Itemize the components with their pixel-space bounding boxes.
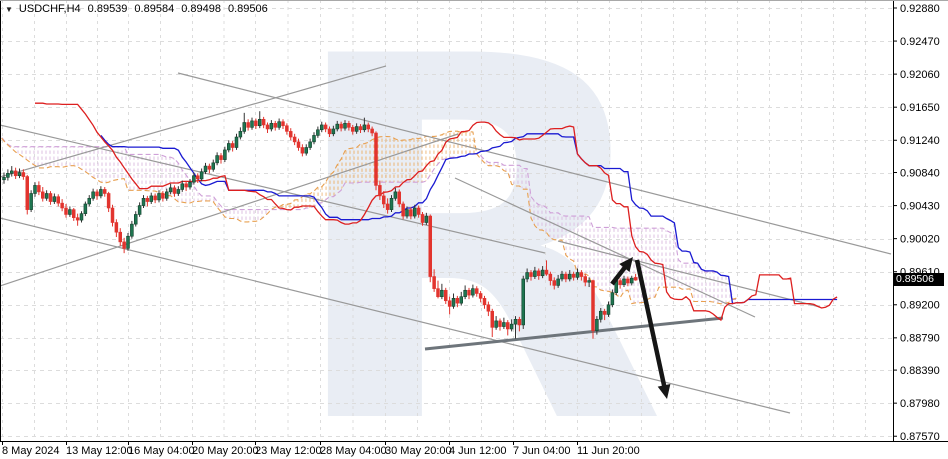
plot-area[interactable]: R — [0, 0, 893, 459]
trendline[interactable] — [0, 124, 546, 254]
price-axis[interactable]: 0.92880 0.92470 0.92060 0.91650 0.91240 0.908… — [893, 3, 940, 443]
price-tick-label: 0.92060 — [900, 69, 940, 81]
senkou-span-a-line — [1, 130, 737, 305]
symbol-label: USDCHF,H4 — [18, 3, 81, 15]
price-tick-label: 0.88790 — [900, 333, 940, 345]
price-tick-label: 0.91650 — [900, 102, 940, 114]
price-tick-label: 0.88390 — [900, 365, 940, 377]
trendline[interactable] — [0, 217, 791, 414]
trendline-thick[interactable] — [424, 316, 724, 351]
symbol-dropdown-icon[interactable]: ▼ — [5, 4, 13, 14]
price-tick-label: 0.90840 — [900, 167, 940, 179]
price-tick-label: 0.89200 — [900, 300, 940, 312]
trendline[interactable] — [557, 240, 821, 308]
ohlc-close: 0.89506 — [227, 3, 268, 15]
time-tick-label: 8 May 2024 — [2, 445, 59, 457]
time-tick-label: 4 Jun 12:00 — [449, 445, 507, 457]
price-tick-label: 0.87980 — [900, 398, 940, 410]
kijun-sen-line — [100, 133, 838, 305]
time-tick-label: 30 May 20:00 — [385, 445, 452, 457]
trend-arrow-up[interactable] — [610, 257, 633, 286]
ohlc-low: 0.89498 — [181, 3, 221, 15]
grid-layer — [1, 1, 893, 441]
price-tick-label: 0.92880 — [900, 3, 940, 15]
time-tick-label: 7 Jun 04:00 — [513, 445, 571, 457]
current-price-badge: 0.89506 — [893, 273, 944, 286]
price-tick-label: 0.87570 — [900, 431, 940, 443]
time-tick-label: 11 Jun 20:00 — [577, 445, 640, 457]
trendline[interactable] — [0, 133, 459, 287]
price-tick-label: 0.91240 — [900, 135, 940, 147]
time-tick-label: 20 May 20:00 — [192, 445, 259, 457]
time-tick-label: 16 May 04:00 — [128, 445, 195, 457]
trendline[interactable] — [454, 177, 756, 318]
trend-arrow-down[interactable] — [634, 259, 671, 399]
trendline[interactable] — [0, 65, 387, 178]
senkou-span-b-line — [1, 135, 737, 301]
time-tick-label: 23 May 12:00 — [255, 445, 322, 457]
ohlc-high: 0.89584 — [134, 3, 175, 15]
price-tick-label: 0.90020 — [900, 233, 940, 245]
candles-layer — [2, 111, 638, 339]
ohlc-open: 0.89539 — [87, 3, 128, 15]
trendline[interactable] — [177, 72, 892, 255]
tenkan-sen-line — [35, 102, 838, 322]
price-tick-label: 0.90430 — [900, 200, 940, 212]
time-tick-label: 13 May 12:00 — [66, 445, 133, 457]
time-tick-label: 28 May 04:00 — [320, 445, 387, 457]
price-tick-label: 0.92470 — [900, 36, 940, 48]
symbol-ohlc-header: ▼ USDCHF,H4 0.89539 0.89584 0.89498 0.89… — [5, 3, 268, 15]
